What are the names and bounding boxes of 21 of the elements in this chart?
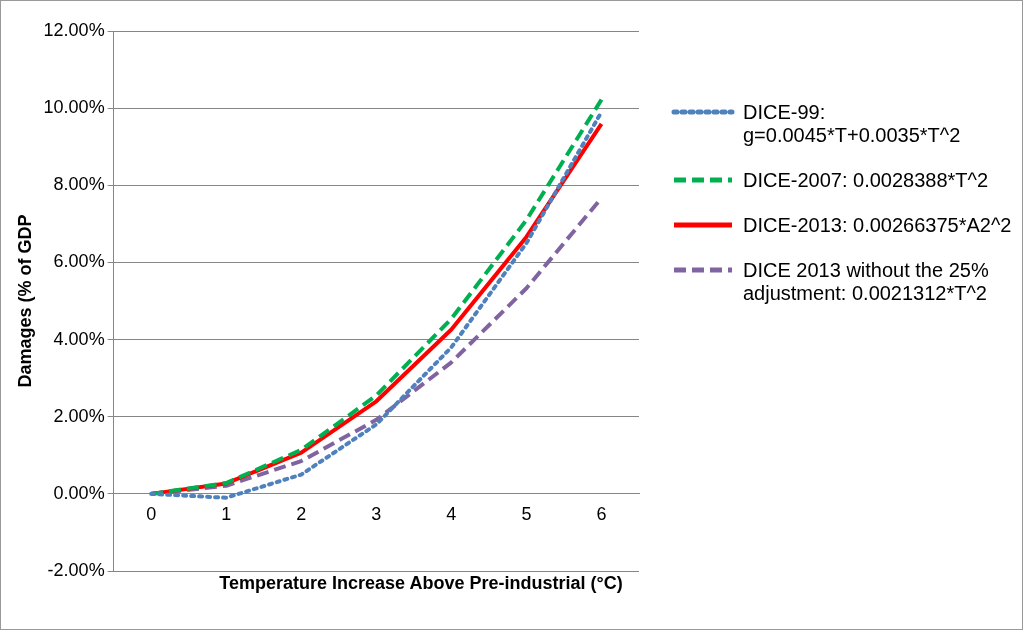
- x-tick-label: 5: [521, 503, 532, 524]
- legend-label: DICE-2013: 0.00266375*A2^2: [743, 214, 1012, 237]
- x-axis-title: Temperature Increase Above Pre-industrial (°C): [218, 573, 624, 594]
- x-tick-label: 0: [146, 503, 157, 524]
- legend-label: DICE-2007: 0.0028388*T^2: [743, 169, 989, 192]
- y-tick-label: 0.00%: [53, 482, 105, 503]
- x-tick-label: 2: [296, 503, 307, 524]
- y-tick-label: 4.00%: [53, 328, 105, 349]
- x-tick-label: 4: [446, 503, 457, 524]
- y-tick-label: 8.00%: [53, 174, 105, 195]
- legend-label: DICE-99: g=0.0045*T+0.0035*T^2: [743, 101, 962, 147]
- legend-label: DICE 2013 without the 25% adjustment: 0.0021312*T^2: [743, 259, 990, 305]
- y-tick-label: 6.00%: [53, 251, 105, 272]
- y-tick-label: 10.00%: [43, 97, 105, 118]
- y-tick-label: -2.00%: [47, 559, 105, 580]
- x-tick-label: 1: [221, 503, 232, 524]
- x-tick-label: 3: [371, 503, 382, 524]
- x-tick-label: 6: [596, 503, 607, 524]
- y-tick-label: 12.00%: [43, 19, 105, 40]
- y-tick-label: 2.00%: [53, 405, 105, 426]
- y-axis-title: Damages (% of GDP: [14, 214, 35, 388]
